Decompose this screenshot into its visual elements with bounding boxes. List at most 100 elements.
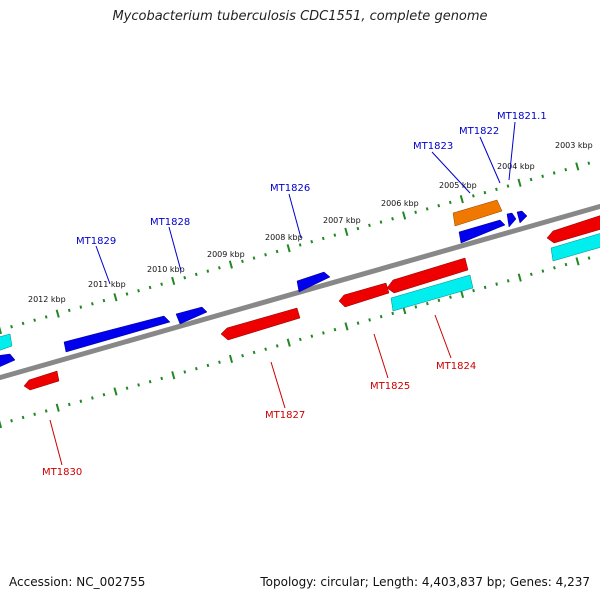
minor-tick	[426, 301, 429, 306]
kbp-label: 2008 kbp	[265, 233, 303, 242]
minor-tick	[529, 272, 533, 277]
minor-tick	[21, 321, 25, 326]
gene-label-mt1823: MT1823	[413, 141, 453, 152]
minor-tick	[333, 327, 337, 332]
kbp-label: 2009 kbp	[207, 250, 245, 259]
leader-line	[508, 121, 516, 181]
leader-line	[479, 136, 501, 184]
minor-tick	[483, 285, 487, 290]
minor-tick	[148, 379, 152, 384]
outer-tick-ring	[0, 161, 591, 335]
minor-tick	[414, 305, 418, 309]
accession-label: Accession: NC_002755	[9, 575, 146, 589]
minor-tick	[206, 269, 210, 273]
minor-tick	[206, 363, 210, 368]
map-title: Mycobacterium tuberculosis CDC1551, comp…	[112, 9, 488, 24]
minor-tick	[310, 334, 314, 338]
gene-label-mt1821-1: MT1821.1	[497, 111, 547, 122]
major-tick	[286, 338, 291, 347]
minor-tick	[91, 396, 94, 400]
minor-tick	[472, 288, 475, 293]
minor-tick	[21, 415, 25, 420]
gene-label-mt1830: MT1830	[42, 467, 82, 478]
minor-tick	[506, 279, 510, 283]
minor-tick	[183, 370, 187, 374]
minor-tick	[391, 217, 394, 221]
leader-line	[270, 361, 286, 409]
minor-tick	[368, 318, 371, 322]
minor-tick	[79, 399, 83, 403]
leader-line	[431, 151, 471, 194]
minor-tick	[437, 298, 441, 303]
leader-line	[288, 193, 302, 239]
minor-tick	[553, 266, 556, 270]
major-tick	[344, 322, 349, 331]
minor-tick	[587, 161, 591, 165]
minor-tick	[10, 419, 13, 423]
major-tick	[113, 293, 118, 302]
minor-tick	[10, 325, 13, 329]
kbp-label: 2006 kbp	[381, 199, 419, 208]
minor-tick	[564, 167, 568, 172]
minor-tick	[90, 302, 94, 306]
topology-label: Topology: circular; Length: 4,403,837 bp…	[260, 575, 590, 589]
minor-tick	[218, 360, 221, 364]
major-tick	[55, 403, 60, 412]
leader-line	[434, 314, 452, 359]
gene-label-mt1829: MT1829	[76, 236, 116, 247]
minor-tick	[541, 174, 545, 178]
minor-tick	[67, 308, 71, 313]
minor-tick	[471, 194, 475, 198]
minor-tick	[125, 292, 129, 296]
feature-cyan-2	[550, 233, 600, 262]
minor-tick	[241, 353, 244, 358]
major-tick	[171, 371, 176, 380]
minor-tick	[356, 321, 360, 325]
minor-tick	[379, 220, 383, 224]
leader-line	[95, 245, 111, 285]
minor-tick	[564, 262, 568, 267]
minor-tick	[552, 171, 556, 175]
gene-arrow-mt1828	[175, 306, 208, 325]
major-tick	[459, 195, 464, 204]
minor-tick	[33, 318, 37, 322]
gene-label-mt1825: MT1825	[370, 381, 410, 392]
leader-line	[373, 333, 389, 379]
kbp-label: 2012 kbp	[28, 295, 66, 304]
minor-tick	[148, 285, 152, 290]
kbp-label: 2010 kbp	[147, 265, 185, 274]
major-tick	[171, 276, 176, 286]
major-tick	[0, 326, 3, 335]
major-tick	[575, 257, 580, 266]
major-tick	[517, 178, 522, 187]
minor-tick	[368, 223, 371, 228]
genome-backbone	[0, 203, 600, 381]
minor-tick	[67, 402, 71, 407]
major-tick	[344, 227, 349, 236]
minor-tick	[391, 311, 395, 316]
gene-arrow-mt1821-1	[516, 210, 528, 224]
minor-tick	[264, 253, 267, 257]
kbp-label: 2003 kbp	[555, 141, 593, 150]
minor-tick	[448, 200, 452, 205]
leader-line	[49, 419, 63, 466]
minor-tick	[217, 266, 221, 270]
minor-tick	[44, 315, 48, 319]
kbp-label: 2011 kbp	[88, 280, 126, 289]
minor-tick	[529, 177, 533, 182]
gene-label-mt1822: MT1822	[459, 126, 499, 137]
gene-label-mt1824: MT1824	[436, 361, 476, 372]
gene-arrow-mt1824	[386, 257, 469, 294]
gene-label-mt1827: MT1827	[265, 410, 305, 421]
minor-tick	[298, 243, 302, 247]
minor-tick	[414, 210, 418, 214]
minor-tick	[102, 393, 106, 397]
minor-tick	[506, 184, 510, 188]
minor-tick	[425, 207, 429, 211]
gene-arrow-mt1830	[23, 370, 60, 391]
feature-orange	[452, 199, 503, 227]
minor-tick	[252, 256, 256, 260]
minor-tick	[298, 337, 302, 342]
feature-cyan-left	[0, 333, 13, 351]
